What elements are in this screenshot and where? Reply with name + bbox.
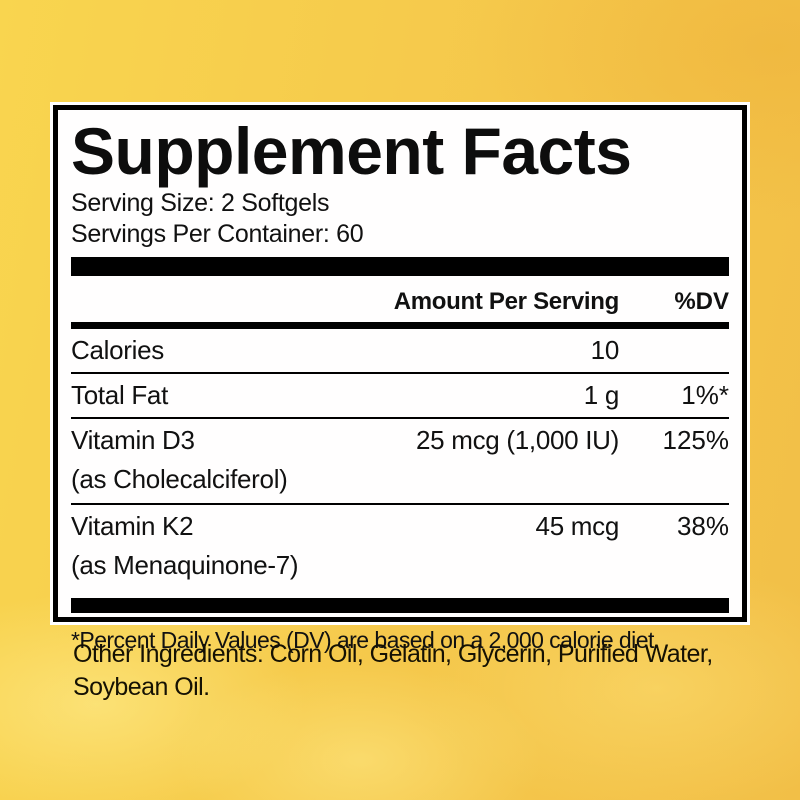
daily-values-footnote: *Percent Daily Values (DV) are based on …	[71, 627, 660, 653]
other-ingredients-text: Other Ingredients: Corn Oil, Gelatin, Gl…	[73, 640, 713, 701]
nutrient-amount: 25 mcg (1,000 IU)	[416, 425, 619, 455]
servings-per-container-line: Servings Per Container: 60	[71, 220, 364, 248]
supplement-facts-panel: Supplement Facts Serving Size: 2 Softgel…	[53, 105, 747, 653]
nutrient-amount: 1 g	[583, 380, 620, 410]
nutrient-name: Vitamin K2	[71, 511, 194, 541]
nutrient-source: (as Menaquinone-7)	[71, 550, 299, 580]
nutrient-name: Vitamin D3	[71, 425, 195, 455]
nutrient-name: Calories	[71, 335, 164, 365]
table-row-vitamin-k2: Vitamin K2 45 mcg 38% (as Menaquinone-7)	[71, 505, 729, 589]
nutrient-dv: 38%	[676, 511, 729, 541]
panel-title: Supplement Facts	[71, 114, 632, 188]
nutrient-source: (as Cholecalciferol)	[71, 464, 288, 494]
table-row-vitamin-d3: Vitamin D3 25 mcg (1,000 IU) 125% (as Ch…	[71, 419, 729, 505]
divider-bar-top	[71, 257, 729, 276]
nutrient-name: Total Fat	[71, 380, 169, 410]
header-percent-dv: %DV	[674, 288, 729, 315]
nutrient-amount: 10	[590, 335, 620, 365]
divider-bar-bottom	[71, 598, 729, 613]
divider-bar-header	[71, 322, 729, 329]
serving-size-line: Serving Size: 2 Softgels	[71, 189, 330, 217]
table-row-total-fat: Total Fat 1 g 1%*	[71, 374, 729, 419]
nutrient-amount: 45 mcg	[535, 511, 620, 541]
header-amount-per-serving: Amount Per Serving	[393, 288, 620, 315]
nutrient-dv: 1%*	[681, 380, 729, 410]
table-header-row: Amount Per Serving %DV	[71, 276, 729, 322]
table-row-calories: Calories 10	[71, 329, 729, 374]
nutrient-dv: 125%	[662, 425, 730, 455]
